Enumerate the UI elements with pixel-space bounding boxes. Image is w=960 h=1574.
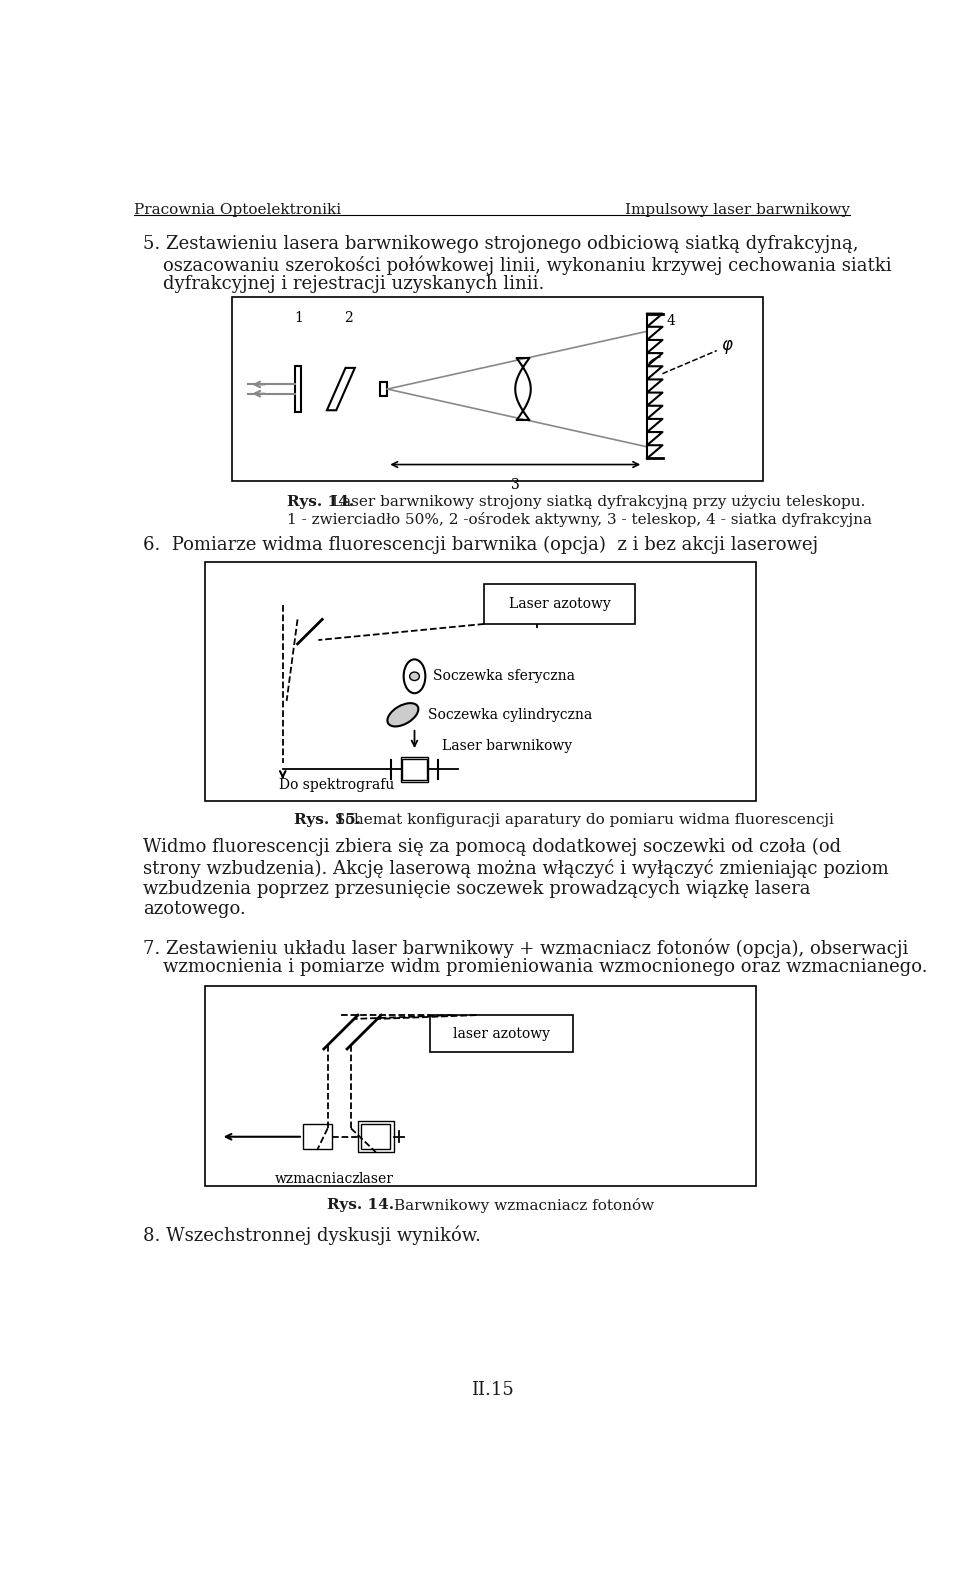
Text: Barwnikowy wzmacniacz fotonów: Barwnikowy wzmacniacz fotonów <box>395 1198 655 1214</box>
Bar <box>430 1015 573 1051</box>
Bar <box>295 367 301 412</box>
Bar <box>358 1121 394 1152</box>
Text: II.15: II.15 <box>470 1380 514 1399</box>
Ellipse shape <box>403 660 425 693</box>
Ellipse shape <box>410 672 420 680</box>
Text: 1: 1 <box>294 310 302 324</box>
Text: wzmacniacz: wzmacniacz <box>275 1173 360 1187</box>
Text: Laser azotowy: Laser azotowy <box>509 597 611 611</box>
Text: Rys. 14.: Rys. 14. <box>326 1198 394 1212</box>
Text: 2: 2 <box>345 310 353 324</box>
Ellipse shape <box>388 704 419 727</box>
Text: 3: 3 <box>511 478 519 493</box>
Text: 5. Zestawieniu lasera barwnikowego strojonego odbiciową siatką dyfrakcyjną,: 5. Zestawieniu lasera barwnikowego stroj… <box>143 235 859 253</box>
Text: 6.  Pomiarze widma fluorescencji barwnika (opcja)  z i bez akcji laserowej: 6. Pomiarze widma fluorescencji barwnika… <box>143 535 818 554</box>
Text: oszacowaniu szerokości połówkowej linii, wykonaniu krzywej cechowania siatki: oszacowaniu szerokości połówkowej linii,… <box>162 255 891 274</box>
Text: laser azotowy: laser azotowy <box>453 1026 550 1040</box>
Text: Widmo fluorescencji zbiera się za pomocą dodatkowej soczewki od czoła (od: Widmo fluorescencji zbiera się za pomocą… <box>143 837 841 856</box>
Text: Rys. 15.: Rys. 15. <box>295 814 361 828</box>
Text: strony wzbudzenia). Akcję laserową można włączyć i wyłączyć zmieniając poziom: strony wzbudzenia). Akcję laserową można… <box>143 859 889 878</box>
Text: wzmocnienia i pomiarze widm promieniowania wzmocnionego oraz wzmacnianego.: wzmocnienia i pomiarze widm promieniowan… <box>162 959 927 976</box>
Text: Pracownia Optoelektroniki: Pracownia Optoelektroniki <box>134 203 341 217</box>
Bar <box>400 757 428 782</box>
Bar <box>484 584 636 623</box>
Bar <box>361 1124 391 1149</box>
Polygon shape <box>327 368 355 411</box>
Text: wzbudzenia poprzez przesunięcie soczewek prowadzących wiązkę lasera: wzbudzenia poprzez przesunięcie soczewek… <box>143 880 811 897</box>
Text: Impulsowy laser barwnikowy: Impulsowy laser barwnikowy <box>625 203 850 217</box>
Text: 7. Zestawieniu układu laser barwnikowy + wzmacniacz fotonów (opcja), obserwacji: 7. Zestawieniu układu laser barwnikowy +… <box>143 938 908 957</box>
Text: Soczewka cylindryczna: Soczewka cylindryczna <box>427 708 592 722</box>
Bar <box>205 985 756 1187</box>
Text: Soczewka sferyczna: Soczewka sferyczna <box>433 669 575 683</box>
Bar <box>402 759 427 781</box>
Bar <box>379 382 388 397</box>
Text: $\varphi$: $\varphi$ <box>721 338 733 356</box>
Text: Laser barwnikowy: Laser barwnikowy <box>443 740 572 754</box>
Text: 4: 4 <box>666 313 675 327</box>
Text: laser: laser <box>358 1173 394 1187</box>
Text: Laser barwnikowy strojony siatką dyfrakcyjną przy użyciu teleskopu.: Laser barwnikowy strojony siatką dyfrakc… <box>331 496 865 510</box>
Text: Do spektrografu: Do spektrografu <box>278 778 395 792</box>
Text: 1 - zwierciadło 50%, 2 -ośrodek aktywny, 3 - teleskop, 4 - siatka dyfrakcyjna: 1 - zwierciadło 50%, 2 -ośrodek aktywny,… <box>287 512 872 527</box>
Bar <box>303 1124 332 1149</box>
Bar <box>205 562 756 801</box>
Text: Schemat konfiguracji aparatury do pomiaru widma fluorescencji: Schemat konfiguracji aparatury do pomiar… <box>335 814 833 828</box>
Text: 8. Wszechstronnej dyskusji wyników.: 8. Wszechstronnej dyskusji wyników. <box>143 1225 481 1245</box>
Text: azotowego.: azotowego. <box>143 900 246 918</box>
Bar <box>232 296 763 482</box>
Text: dyfrakcyjnej i rejestracji uzyskanych linii.: dyfrakcyjnej i rejestracji uzyskanych li… <box>162 275 544 293</box>
Text: Rys. 14.: Rys. 14. <box>287 496 353 510</box>
